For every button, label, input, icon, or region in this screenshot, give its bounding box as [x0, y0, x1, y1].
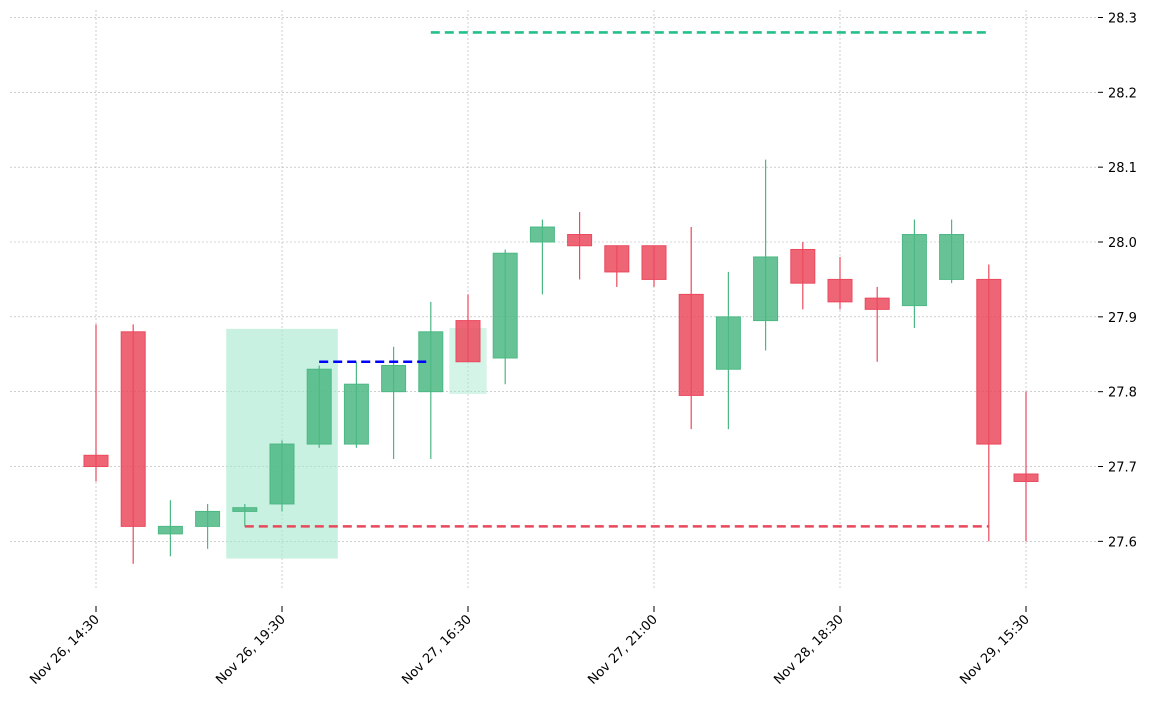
x-tick-label: Nov 26, 19:30 [213, 612, 289, 688]
candle-down [604, 245, 630, 287]
candle-body [901, 234, 927, 307]
candle-body [604, 245, 630, 273]
candle-body [827, 278, 853, 303]
y-tick-label: 27.8 [1108, 386, 1137, 401]
y-tick-label: 27.9 [1108, 311, 1137, 326]
candle-down [120, 324, 146, 564]
candle-up [306, 365, 332, 448]
candle-body [753, 256, 779, 322]
x-tick-label: Nov 27, 16:30 [399, 612, 475, 688]
candle-up [195, 503, 221, 549]
candle-up [418, 301, 444, 460]
candle-body [269, 443, 295, 505]
y-tick-label: 27.6 [1108, 535, 1137, 550]
level-lines [244, 31, 989, 528]
x-tick-label: Nov 28, 18:30 [771, 612, 847, 688]
candle-body [157, 525, 183, 535]
candle-body [529, 226, 555, 243]
candle-down [790, 242, 816, 310]
candle-body [864, 297, 890, 310]
candle-body [790, 248, 816, 284]
axes: 27.6 27.7 27.8 27.9 28.0 28.1 28.2 28.3 Nov 26, … [27, 11, 1137, 687]
candle-down [567, 212, 593, 280]
candle-body [715, 316, 741, 370]
candle-body [195, 510, 221, 527]
grid [10, 10, 1098, 590]
candle-down [83, 324, 109, 482]
candle-body [343, 383, 369, 445]
candle-body [641, 245, 667, 280]
y-tick-label: 28.2 [1108, 86, 1137, 101]
candle-up [343, 361, 369, 448]
y-tick-label: 27.7 [1108, 461, 1137, 476]
candle-up [715, 271, 741, 430]
y-tick-label: 28.3 [1108, 11, 1137, 26]
candle-body [232, 507, 258, 512]
candle-down [641, 245, 667, 287]
candle-up [381, 346, 407, 460]
candle-body [976, 278, 1002, 445]
x-tick-label: Nov 26, 14:30 [27, 612, 103, 688]
candle-down [976, 264, 1002, 542]
candle-up [901, 219, 927, 329]
candle-up [529, 219, 555, 295]
candle-body [492, 252, 518, 359]
candle-body [455, 320, 481, 363]
candle-body [83, 454, 109, 468]
candle-body [678, 293, 704, 396]
candle-body [939, 234, 965, 280]
candle-up [157, 500, 183, 557]
x-tick-label: Nov 29, 15:30 [957, 612, 1033, 688]
candle-down [1013, 391, 1039, 542]
y-tick-label: 28.1 [1108, 161, 1137, 176]
candle-up [232, 503, 258, 527]
candle-down [827, 256, 853, 310]
candle-up [269, 440, 295, 512]
candle-up [753, 159, 779, 351]
candle-body [381, 364, 407, 393]
candle-body [120, 331, 146, 527]
candles [83, 159, 1039, 564]
candle-up [492, 249, 518, 385]
candle-down [678, 227, 704, 430]
candle-body [1013, 473, 1039, 482]
candle-down [455, 294, 481, 363]
candle-up [939, 219, 965, 284]
candle-body [567, 234, 593, 247]
x-tick-label: Nov 27, 21:00 [585, 612, 661, 688]
y-tick-label: 28.0 [1108, 236, 1137, 251]
candle-body [306, 368, 332, 445]
candle-down [864, 286, 890, 362]
